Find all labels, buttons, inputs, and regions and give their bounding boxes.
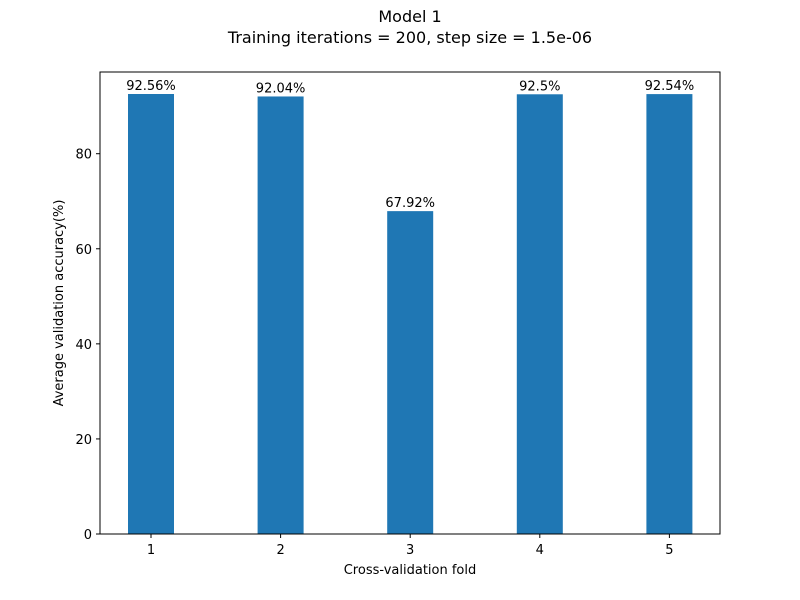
x-tick-label: 5 (665, 543, 673, 558)
x-axis-ticks: 1 2 3 4 5 (147, 534, 674, 558)
data-labels-group: 92.56% 92.04% 67.92% 92.5% 92.54% (126, 79, 694, 211)
y-tick-label: 0 (84, 528, 92, 543)
x-tick-label: 2 (276, 543, 284, 558)
bar-fold-5 (646, 94, 693, 535)
bar-value-label: 67.92% (385, 196, 435, 211)
chart-subtitle: Training iterations = 200, step size = 1… (227, 28, 592, 47)
y-axis-ticks: 0 20 40 60 80 (75, 148, 100, 543)
x-tick-label: 1 (147, 543, 155, 558)
bars-group (128, 94, 693, 535)
y-tick-label: 40 (75, 338, 92, 353)
bar-fold-1 (128, 94, 174, 534)
x-tick-label: 3 (406, 543, 414, 558)
y-axis-label: Average validation accuracy(%) (52, 200, 67, 407)
bar-value-label: 92.56% (126, 79, 176, 94)
chart-title: Model 1 (378, 7, 441, 26)
y-tick-label: 20 (75, 433, 92, 448)
bar-fold-3 (387, 211, 434, 535)
bar-fold-4 (516, 94, 563, 534)
bar-value-label: 92.54% (645, 79, 695, 94)
x-axis-label: Cross-validation fold (344, 563, 477, 578)
bar-fold-2 (257, 96, 304, 534)
y-tick-label: 60 (75, 243, 92, 258)
bar-value-label: 92.5% (519, 79, 560, 94)
bar-value-label: 92.04% (256, 81, 306, 96)
x-tick-label: 4 (536, 543, 544, 558)
y-tick-label: 80 (75, 148, 92, 163)
